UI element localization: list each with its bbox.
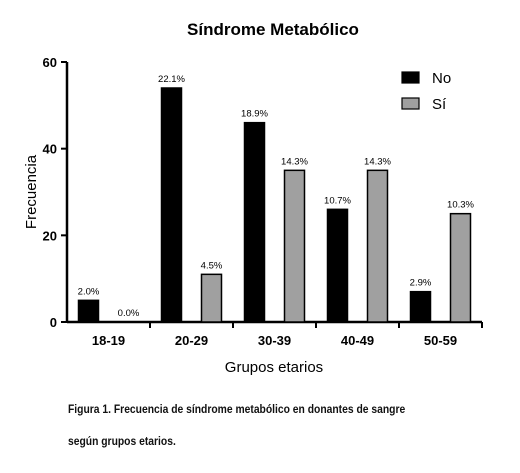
bar-data-label: 10.3% (447, 200, 474, 211)
legend-label-no: No (432, 70, 451, 87)
bar-no (77, 299, 100, 323)
bar-data-label: 10.7% (324, 195, 351, 206)
bar-si (200, 273, 223, 323)
x-tick-label: 50-59 (424, 333, 457, 348)
bar-data-label: 14.3% (364, 156, 391, 167)
legend-label-si: Sí (432, 96, 447, 113)
bar-data-label: 22.1% (158, 74, 185, 85)
x-tick-label: 20-29 (175, 333, 208, 348)
y-tick-label: 60 (43, 55, 57, 70)
bar-chart: Síndrome Metabólico Frecuencia Grupos et… (23, 20, 483, 376)
y-tick-label: 0 (50, 315, 57, 330)
x-tick-label: 18-19 (92, 333, 125, 348)
legend-swatch-no (401, 71, 420, 84)
bar-data-label: 18.9% (241, 109, 268, 120)
y-tick-label: 40 (43, 142, 57, 157)
legend-swatch-si (401, 97, 420, 110)
x-axis-label: Grupos etarios (225, 359, 323, 376)
bar-si (366, 169, 389, 323)
axes: 0 20 40 60 18-19 20-29 30-39 40-49 50-59 (43, 55, 483, 348)
x-tick-label: 40-49 (341, 333, 374, 348)
bar-data-label: 2.9% (410, 278, 432, 289)
legend: No Sí (401, 70, 451, 113)
figure-caption-line-1: Figura 1. Frecuencia de síndrome metaból… (68, 402, 406, 416)
bar-data-label: 4.5% (201, 260, 223, 271)
y-axis-label: Frecuencia (23, 154, 40, 229)
bar-si (449, 212, 472, 323)
bar-data-label: 0.0% (118, 308, 140, 319)
x-tick-label: 30-39 (258, 333, 291, 348)
chart-title: Síndrome Metabólico (187, 20, 359, 39)
bar-si (283, 169, 306, 323)
bar-data-label: 2.0% (78, 286, 100, 297)
bar-no (243, 121, 266, 323)
bars: 2.0% 22.1% 18.9% 10.7% 2.9% 0.0% 4.5% 14.3% 14.3… (77, 74, 475, 323)
bar-no (160, 87, 183, 323)
bar-data-label: 14.3% (281, 156, 308, 167)
bar-no (326, 208, 349, 323)
figure-caption-line-2: según grupos etarios. (68, 434, 176, 448)
y-tick-label: 20 (43, 228, 57, 243)
bar-no (409, 290, 432, 323)
